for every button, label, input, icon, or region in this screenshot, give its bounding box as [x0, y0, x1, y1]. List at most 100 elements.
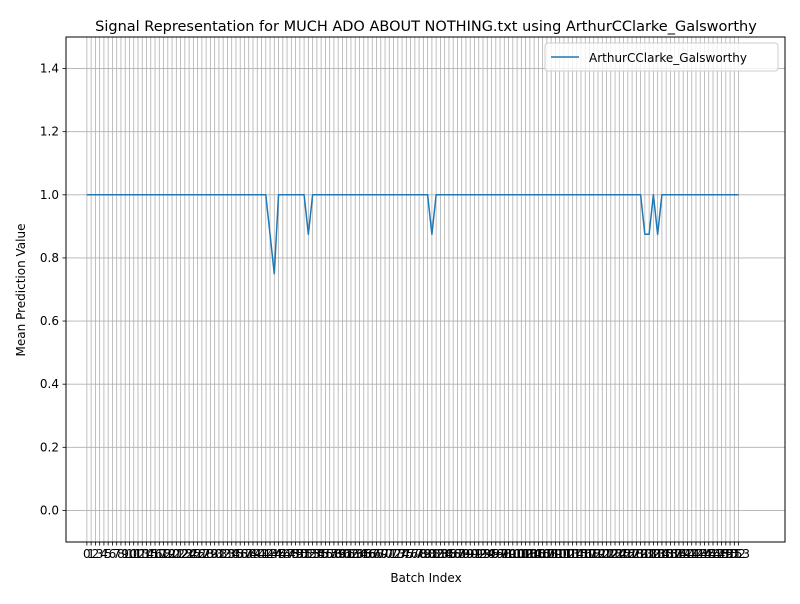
x-tick-label: 135: [650, 547, 673, 561]
x-ticks: 0123456789101112131415161718192021222324…: [83, 542, 750, 561]
y-axis-label: Mean Prediction Value: [14, 224, 28, 357]
x-tick-label: 6: [109, 547, 117, 561]
x-tick-label: 16: [147, 547, 162, 561]
x-tick-label: 91: [467, 547, 482, 561]
x-tick-label: 79: [416, 547, 431, 561]
x-tick-label: 21: [169, 547, 184, 561]
x-axis-label: Batch Index: [390, 571, 461, 585]
x-tick-label: 107: [531, 547, 554, 561]
x-tick-label: 44: [267, 547, 282, 561]
x-tick-label: 42: [258, 547, 273, 561]
y-tick-label: 0.6: [40, 314, 59, 328]
x-tick-label: 28: [198, 547, 213, 561]
x-tick-label: 146: [697, 547, 720, 561]
x-tick-label: 97: [492, 547, 507, 561]
x-tick-label: 150: [714, 547, 737, 561]
x-tick-label: 104: [518, 547, 541, 561]
x-tick-label: 98: [497, 547, 512, 561]
x-tick-label: 3: [96, 547, 104, 561]
x-tick-label: 153: [727, 547, 750, 561]
x-tick-label: 89: [458, 547, 473, 561]
x-tick-label: 82: [429, 547, 444, 561]
x-tick-label: 54: [309, 547, 324, 561]
x-tick-label: 2: [92, 547, 100, 561]
x-tick-label: 4: [100, 547, 108, 561]
y-ticks: 0.0 0.2 0.4 0.6 0.8 1.0 1.2 1.4: [40, 62, 66, 517]
x-tick-label: 43: [262, 547, 277, 561]
x-tick-label: 106: [527, 547, 550, 561]
x-tick-label: 116: [570, 547, 593, 561]
x-tick-label: 59: [331, 547, 346, 561]
x-tick-label: 47: [279, 547, 294, 561]
x-tick-label: 34: [224, 547, 239, 561]
x-tick-label: 24: [181, 547, 196, 561]
x-tick-label: 109: [540, 547, 563, 561]
x-tick-label: 141: [676, 547, 699, 561]
x-tick-label: 53: [305, 547, 320, 561]
x-tick-label: 25: [186, 547, 201, 561]
x-tick-label: 13: [135, 547, 150, 561]
x-tick-label: 30: [207, 547, 222, 561]
x-tick-label: 0: [83, 547, 91, 561]
x-tick-label: 52: [301, 547, 316, 561]
x-tick-label: 113: [557, 547, 580, 561]
legend-label: ArthurCClarke_Galsworthy: [589, 51, 747, 65]
x-tick-label: 151: [719, 547, 742, 561]
x-tick-label: 29: [203, 547, 218, 561]
x-tick-label: 45: [271, 547, 286, 561]
y-tick-label: 0.0: [40, 503, 59, 517]
x-tick-label: 10: [122, 547, 137, 561]
x-tick-label: 111: [548, 547, 571, 561]
x-tick-label: 128: [621, 547, 644, 561]
x-tick-label: 1: [87, 547, 95, 561]
x-tick-label: 144: [689, 547, 712, 561]
x-tick-label: 15: [143, 547, 158, 561]
x-tick-label: 99: [501, 547, 516, 561]
chart-title: Signal Representation for MUCH ADO ABOUT…: [95, 19, 757, 35]
x-tick-label: 18: [156, 547, 171, 561]
x-tick-label: 62: [343, 547, 358, 561]
x-tick-label: 121: [591, 547, 614, 561]
x-tick-label: 130: [629, 547, 652, 561]
x-tick-label: 83: [433, 547, 448, 561]
x-tick-label: 112: [552, 547, 575, 561]
x-tick-label: 27: [194, 547, 209, 561]
x-tick-label: 127: [616, 547, 639, 561]
x-tick-label: 77: [407, 547, 422, 561]
x-tick-label: 88: [454, 547, 469, 561]
x-tick-label: 26: [190, 547, 205, 561]
x-tick-label: 95: [484, 547, 499, 561]
x-tick-label: 124: [604, 547, 627, 561]
x-tick-label: 81: [424, 547, 439, 561]
x-tick-label: 143: [685, 547, 708, 561]
x-tick-label: 17: [152, 547, 167, 561]
x-tick-label: 39: [245, 547, 260, 561]
x-tick-label: 108: [535, 547, 558, 561]
x-tick-label: 37: [237, 547, 252, 561]
x-tick-label: 33: [220, 547, 235, 561]
x-tick-label: 132: [638, 547, 661, 561]
y-tick-label: 0.4: [40, 377, 59, 391]
series-line-0: [86, 194, 739, 275]
x-tick-label: 58: [326, 547, 341, 561]
x-tick-label: 125: [608, 547, 631, 561]
x-tick-label: 75: [399, 547, 414, 561]
x-tick-label: 136: [655, 547, 678, 561]
y-tick-label: 0.8: [40, 251, 59, 265]
x-tick-label: 60: [335, 547, 350, 561]
x-tick-label: 94: [480, 547, 495, 561]
x-tick-label: 71: [382, 547, 397, 561]
y-tick-label: 1.2: [40, 125, 59, 139]
series-layer: [86, 194, 739, 275]
x-tick-label: 69: [373, 547, 388, 561]
x-tick-label: 145: [693, 547, 716, 561]
x-tick-label: 32: [216, 547, 231, 561]
x-tick-label: 48: [284, 547, 299, 561]
x-tick-label: 73: [390, 547, 405, 561]
x-tick-label: 133: [642, 547, 665, 561]
x-tick-label: 66: [360, 547, 375, 561]
x-tick-label: 92: [471, 547, 486, 561]
